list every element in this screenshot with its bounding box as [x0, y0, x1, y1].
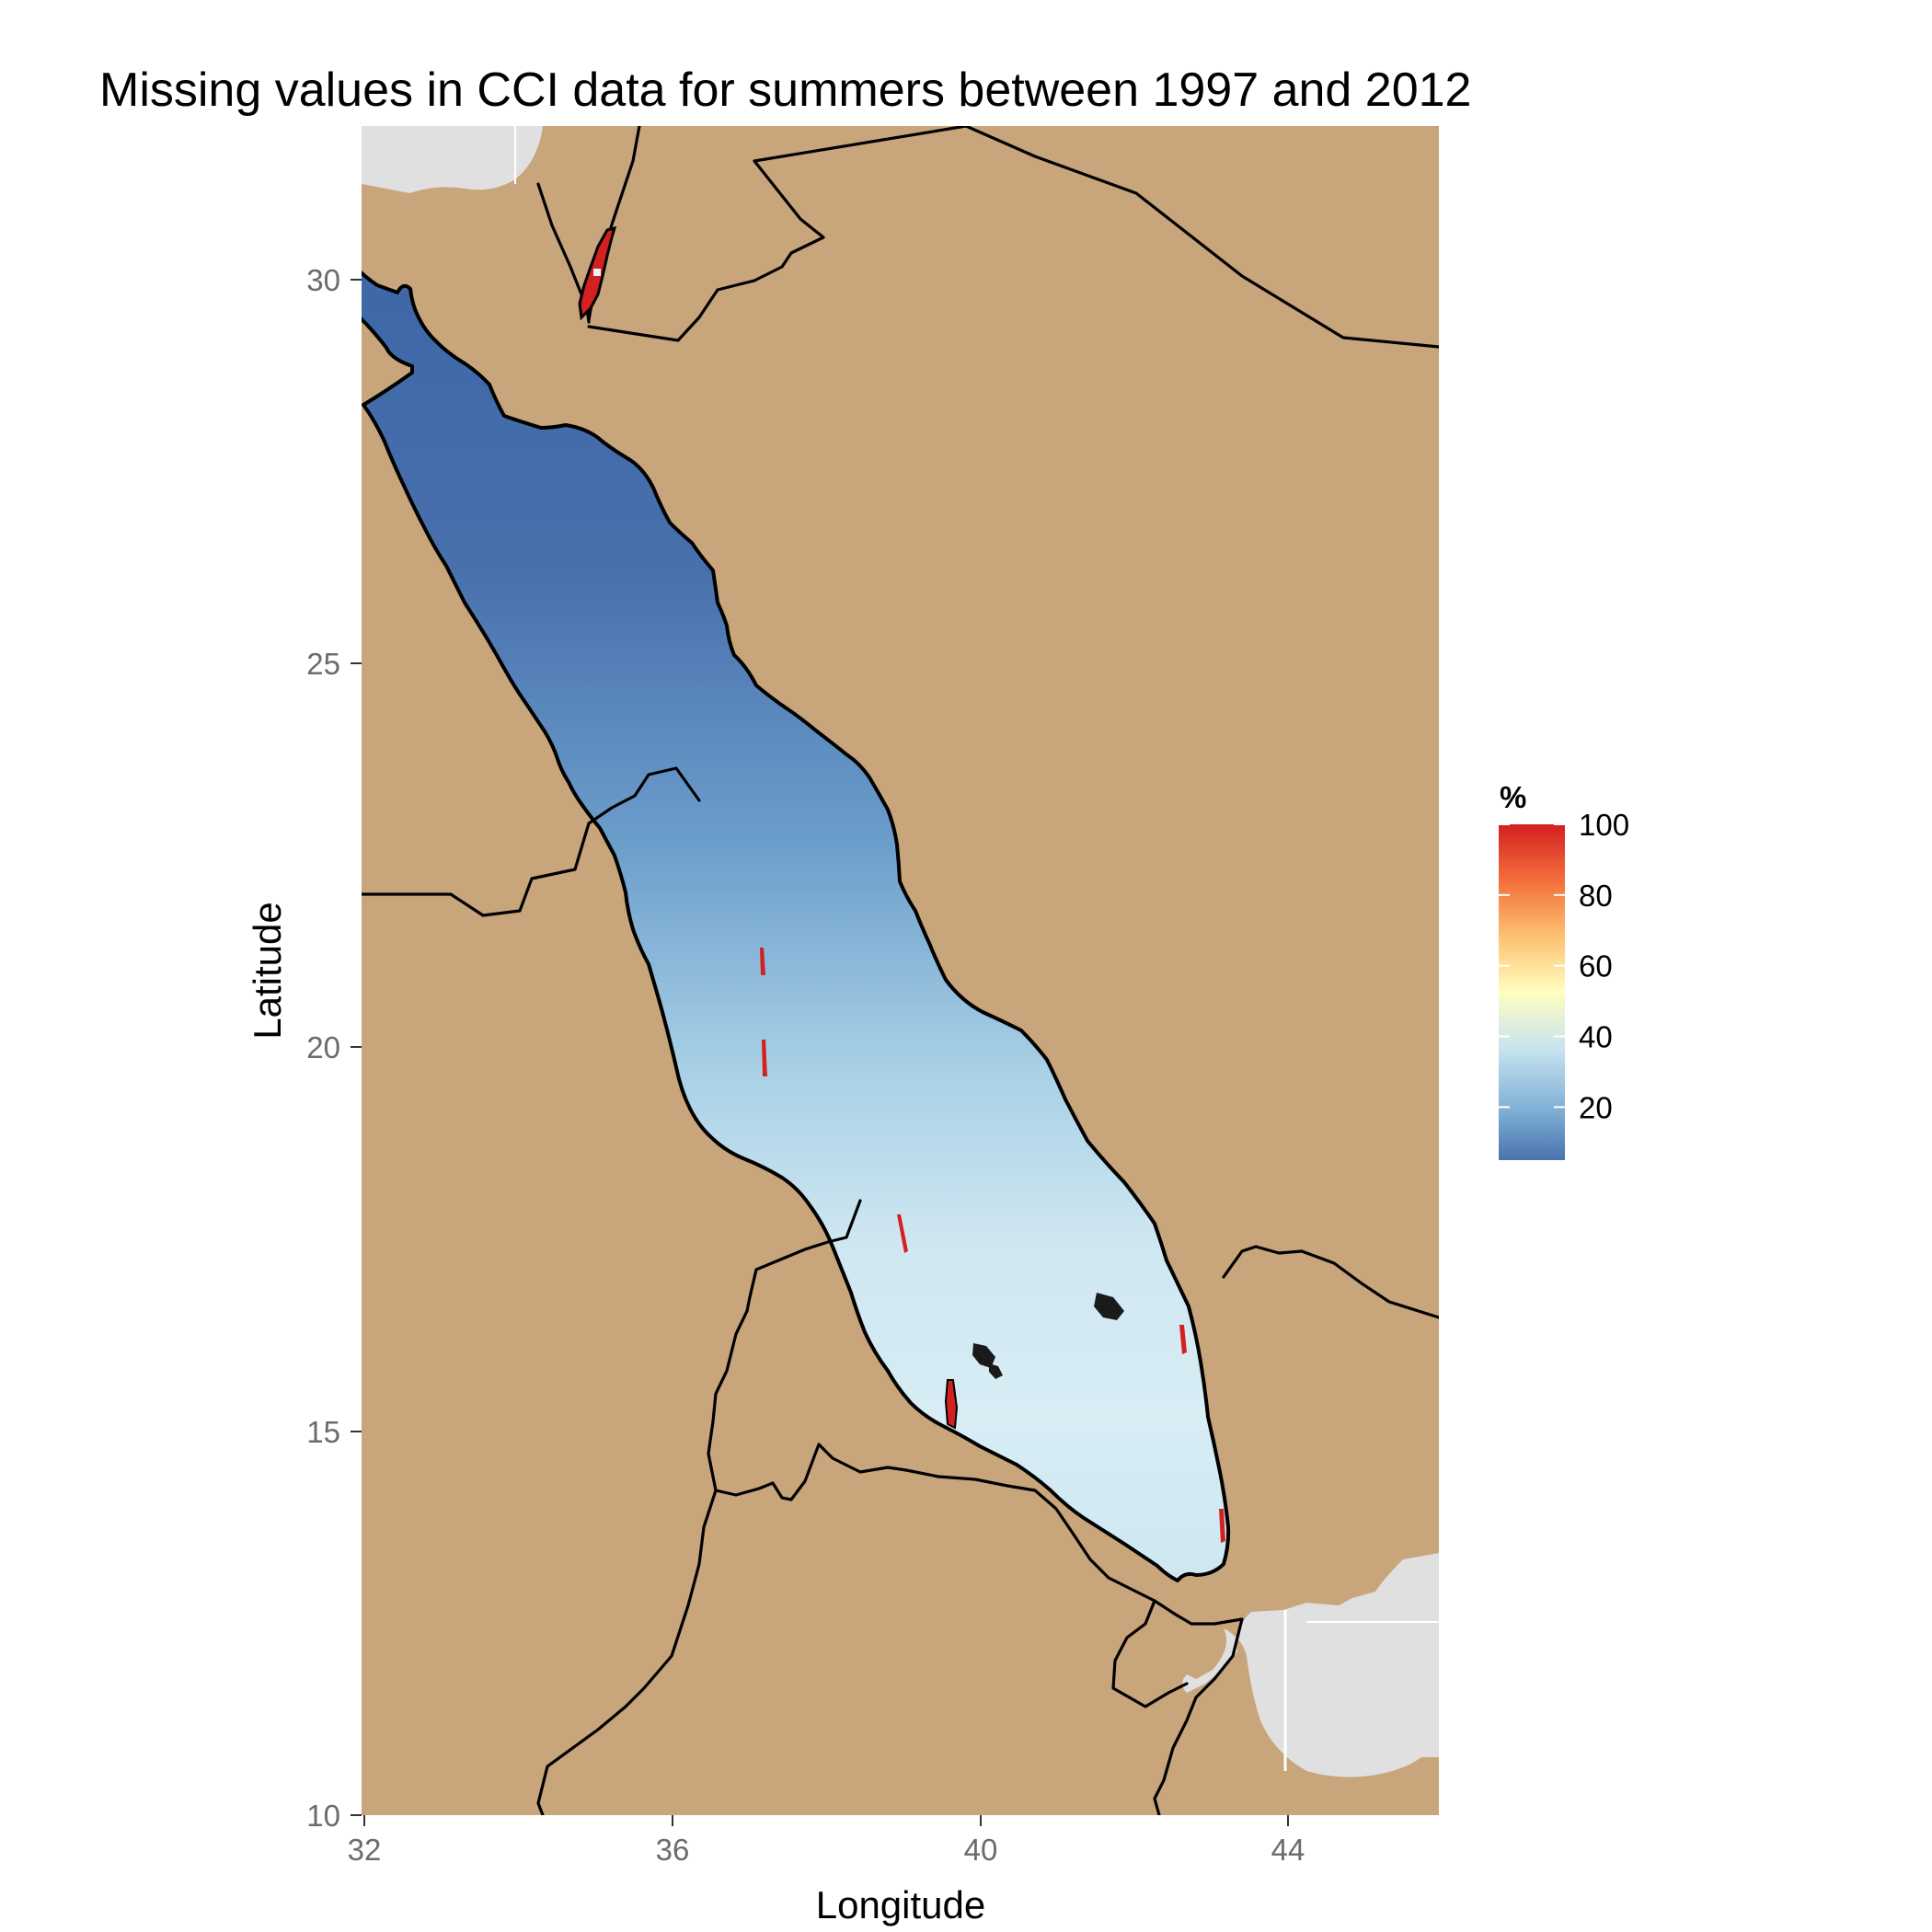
x-tick-label: 36	[656, 1833, 690, 1867]
island-cluster	[972, 1343, 995, 1368]
red-fringe	[762, 1040, 767, 1076]
border-line	[536, 1199, 862, 1815]
x-tick: 36	[656, 1815, 690, 1867]
legend-label: 60	[1579, 949, 1613, 983]
y-tick-label: 30	[306, 263, 340, 297]
coastal-details	[578, 225, 1225, 1543]
y-tick-label: 10	[306, 1799, 340, 1833]
legend-label: 40	[1579, 1020, 1613, 1054]
legend-colorbar	[1499, 824, 1565, 1160]
legend-title: %	[1500, 780, 1526, 814]
y-tick: 25	[306, 647, 362, 681]
border-line	[1111, 1599, 1189, 1708]
y-axis: 10 15 20 25 30	[306, 263, 362, 1833]
x-tick: 40	[964, 1815, 998, 1867]
red-sea-body	[362, 270, 1231, 1582]
mediterranean-sea	[362, 126, 543, 193]
y-tick: 20	[306, 1030, 362, 1064]
red-fringe	[944, 1379, 959, 1430]
y-tick-label: 25	[306, 647, 340, 681]
y-tick: 15	[306, 1415, 362, 1449]
x-axis-title: Longitude	[816, 1883, 986, 1926]
border-line	[362, 766, 701, 917]
red-fringe	[760, 948, 765, 975]
red-fringe	[1219, 1509, 1225, 1543]
legend-label: 100	[1579, 808, 1629, 842]
island-cluster	[1094, 1293, 1124, 1320]
plot-panel	[362, 126, 1439, 1815]
border-line	[587, 126, 968, 342]
x-tick: 44	[1271, 1815, 1305, 1867]
gulf-of-aden	[1182, 1553, 1439, 1777]
x-tick: 32	[348, 1815, 382, 1867]
legend-label: 80	[1579, 879, 1613, 913]
legend: % 20 40 60 80 100	[1499, 780, 1629, 1160]
border-line	[964, 126, 1439, 349]
chart-title: Missing values in CCI data for summers b…	[99, 63, 1471, 117]
legend-label: 20	[1579, 1090, 1613, 1124]
aqaba-gap	[593, 269, 601, 276]
x-tick-label: 32	[348, 1833, 382, 1867]
legend-ticks: 20 40 60 80 100	[1499, 808, 1629, 1124]
border-line	[1222, 1245, 1439, 1319]
y-tick: 10	[306, 1799, 362, 1833]
border-line	[1153, 1617, 1244, 1815]
border-line	[714, 1443, 1244, 1626]
x-tick-label: 44	[1271, 1833, 1305, 1867]
red-fringe	[1179, 1325, 1187, 1354]
x-axis: 32 36 40 44	[348, 1815, 1305, 1867]
y-axis-title: Latitude	[246, 902, 289, 1039]
y-tick-label: 15	[306, 1415, 340, 1449]
island-cluster	[989, 1363, 1003, 1379]
red-fringe	[897, 1214, 908, 1253]
y-tick-label: 20	[306, 1030, 340, 1064]
red-sea	[362, 270, 1231, 1582]
x-tick-label: 40	[964, 1833, 998, 1867]
y-tick: 30	[306, 263, 362, 297]
